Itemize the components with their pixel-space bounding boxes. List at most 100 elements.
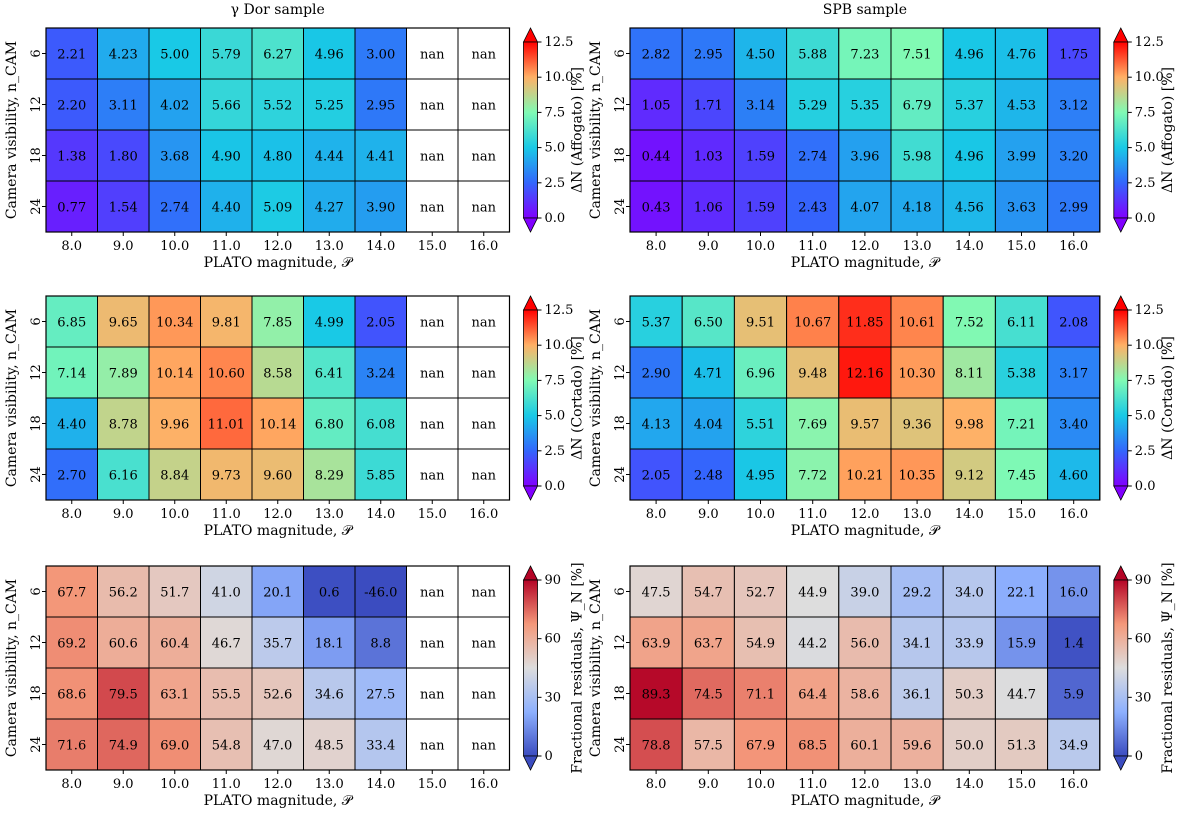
colorbar-tick-label: 0.0	[545, 211, 566, 226]
cell-value-label: nan	[472, 48, 497, 63]
y-axis-label: Camera visibility, n_CAM	[4, 579, 20, 757]
colorbar-tick-label: 7.5	[1135, 105, 1156, 120]
colorbar-tick-label: 7.5	[1135, 373, 1156, 388]
cell-value-label: 6.79	[903, 99, 932, 114]
y-tick-label: 24	[613, 736, 628, 753]
y-tick-label: 12	[613, 364, 628, 381]
cell-value-label: nan	[420, 688, 445, 703]
cell-value-label: 44.9	[798, 586, 827, 601]
heatmap-cell	[838, 78, 892, 131]
cell-value-label: 1.59	[746, 150, 775, 165]
x-axis-label: PLATO magnitude, 𝒫	[204, 793, 354, 809]
cell-value-label: nan	[420, 316, 445, 331]
y-tick-label: 12	[613, 96, 628, 113]
x-tick-label: 11.0	[212, 777, 241, 792]
colorbar-label: ΔN (Affogato) [%]	[570, 67, 586, 193]
cell-value-label: 57.5	[694, 739, 723, 754]
heatmap-panel-4: 5.37 6.50 9.51 10.67 11.85 10.61 7.52 6.11 2.08 2…	[588, 295, 1176, 539]
cell-value-label: 1.54	[109, 201, 138, 216]
cell-value-label: 11.01	[208, 418, 245, 433]
cell-value-label: 16.0	[1059, 586, 1088, 601]
cell-value-label: 78.8	[642, 739, 671, 754]
x-tick-label: 11.0	[798, 239, 827, 254]
cell-value-label: nan	[420, 367, 445, 382]
x-tick-label: 13.0	[903, 777, 932, 792]
heatmap-cell	[838, 346, 892, 399]
cell-value-label: 4.07	[850, 201, 879, 216]
cell-value-label: 7.51	[903, 48, 932, 63]
heatmap-cell	[681, 667, 735, 720]
colorbar-tick-label: 5.0	[545, 409, 566, 424]
cell-value-label: 69.0	[160, 739, 189, 754]
cell-value-label: 4.02	[160, 99, 189, 114]
colorbar-tick-label: 12.5	[1135, 303, 1164, 318]
x-tick-label: 15.0	[1007, 507, 1036, 522]
heatmap-cell	[890, 27, 944, 80]
cell-value-label: 9.98	[955, 418, 984, 433]
cell-value-label: 5.9	[1063, 688, 1084, 703]
heatmap-cell	[733, 565, 788, 618]
cell-value-label: 8.8	[370, 637, 391, 652]
cell-value-label: 1.06	[694, 201, 723, 216]
cell-value-label: 58.6	[850, 688, 879, 703]
heatmap-cell	[457, 78, 510, 131]
heatmap-panel-6: 47.5 54.7 52.7 44.9 39.0 29.2 34.0 22.1 16.0 63.9…	[588, 562, 1176, 809]
heatmap-cell	[148, 565, 201, 618]
cell-value-label: 63.7	[694, 637, 723, 652]
cell-value-label: 5.09	[263, 201, 292, 216]
y-tick-label: 6	[613, 49, 628, 57]
cell-value-label: 3.00	[366, 48, 395, 63]
colorbar-tick-label: 0.0	[1135, 211, 1156, 226]
cell-value-label: 3.11	[109, 99, 138, 114]
cell-value-label: 20.1	[263, 586, 292, 601]
y-tick-label: 18	[29, 147, 44, 164]
y-tick-label: 18	[613, 415, 628, 432]
cell-value-label: nan	[472, 418, 497, 433]
colorbar-extend-max	[1113, 295, 1129, 311]
heatmap-cell	[251, 78, 304, 131]
x-tick-label: 8.0	[646, 777, 667, 792]
cell-value-label: 64.4	[798, 688, 827, 703]
heatmap-cell	[1047, 180, 1101, 233]
x-tick-label: 13.0	[903, 239, 932, 254]
cell-value-label: 4.76	[1007, 48, 1036, 63]
cell-value-label: 9.60	[263, 469, 292, 484]
colorbar-label: ΔN (Cortado) [%]	[1160, 336, 1176, 460]
heatmap-cell	[148, 78, 201, 131]
y-tick-label: 24	[29, 466, 44, 483]
cell-value-label: 10.60	[208, 367, 245, 382]
colorbar-tick-label: 7.5	[545, 373, 566, 388]
colorbar-label: Fractional residuals, Ψ_N [%]	[570, 562, 586, 773]
colorbar-tick-label: 12.5	[545, 35, 574, 50]
x-tick-label: 15.0	[418, 777, 447, 792]
cell-value-label: 8.78	[109, 418, 138, 433]
colorbar-tick-label: 12.5	[545, 303, 574, 318]
cell-value-label: 4.95	[746, 469, 775, 484]
cell-value-label: 6.41	[315, 367, 344, 382]
heatmap-cell	[97, 448, 150, 501]
colorbar-tick-label: 12.5	[1135, 35, 1164, 50]
cell-value-label: 2.05	[642, 469, 671, 484]
cell-value-label: 2.48	[694, 469, 723, 484]
x-axis-label: PLATO magnitude, 𝒫	[204, 523, 354, 539]
cell-value-label: 2.74	[798, 150, 827, 165]
heatmap-cell	[994, 397, 1049, 450]
heatmap-cell	[406, 718, 459, 771]
cell-value-label: nan	[472, 688, 497, 703]
cell-value-label: 2.05	[366, 316, 395, 331]
heatmap-cell	[251, 667, 304, 720]
colorbar-tick-label: 0.0	[1135, 479, 1156, 494]
heatmap-cell	[303, 346, 356, 399]
x-tick-label: 14.0	[366, 777, 395, 792]
cell-value-label: 9.51	[746, 316, 775, 331]
cell-value-label: 46.7	[212, 637, 241, 652]
cell-value-label: 1.4	[1063, 637, 1084, 652]
x-tick-label: 11.0	[798, 507, 827, 522]
cell-value-label: 51.7	[160, 586, 189, 601]
heatmap-cell	[45, 78, 98, 131]
heatmap-cell	[200, 180, 253, 233]
y-tick-label: 18	[613, 147, 628, 164]
cell-value-label: nan	[420, 586, 445, 601]
cell-value-label: 10.14	[259, 418, 296, 433]
cell-value-label: 6.80	[315, 418, 344, 433]
